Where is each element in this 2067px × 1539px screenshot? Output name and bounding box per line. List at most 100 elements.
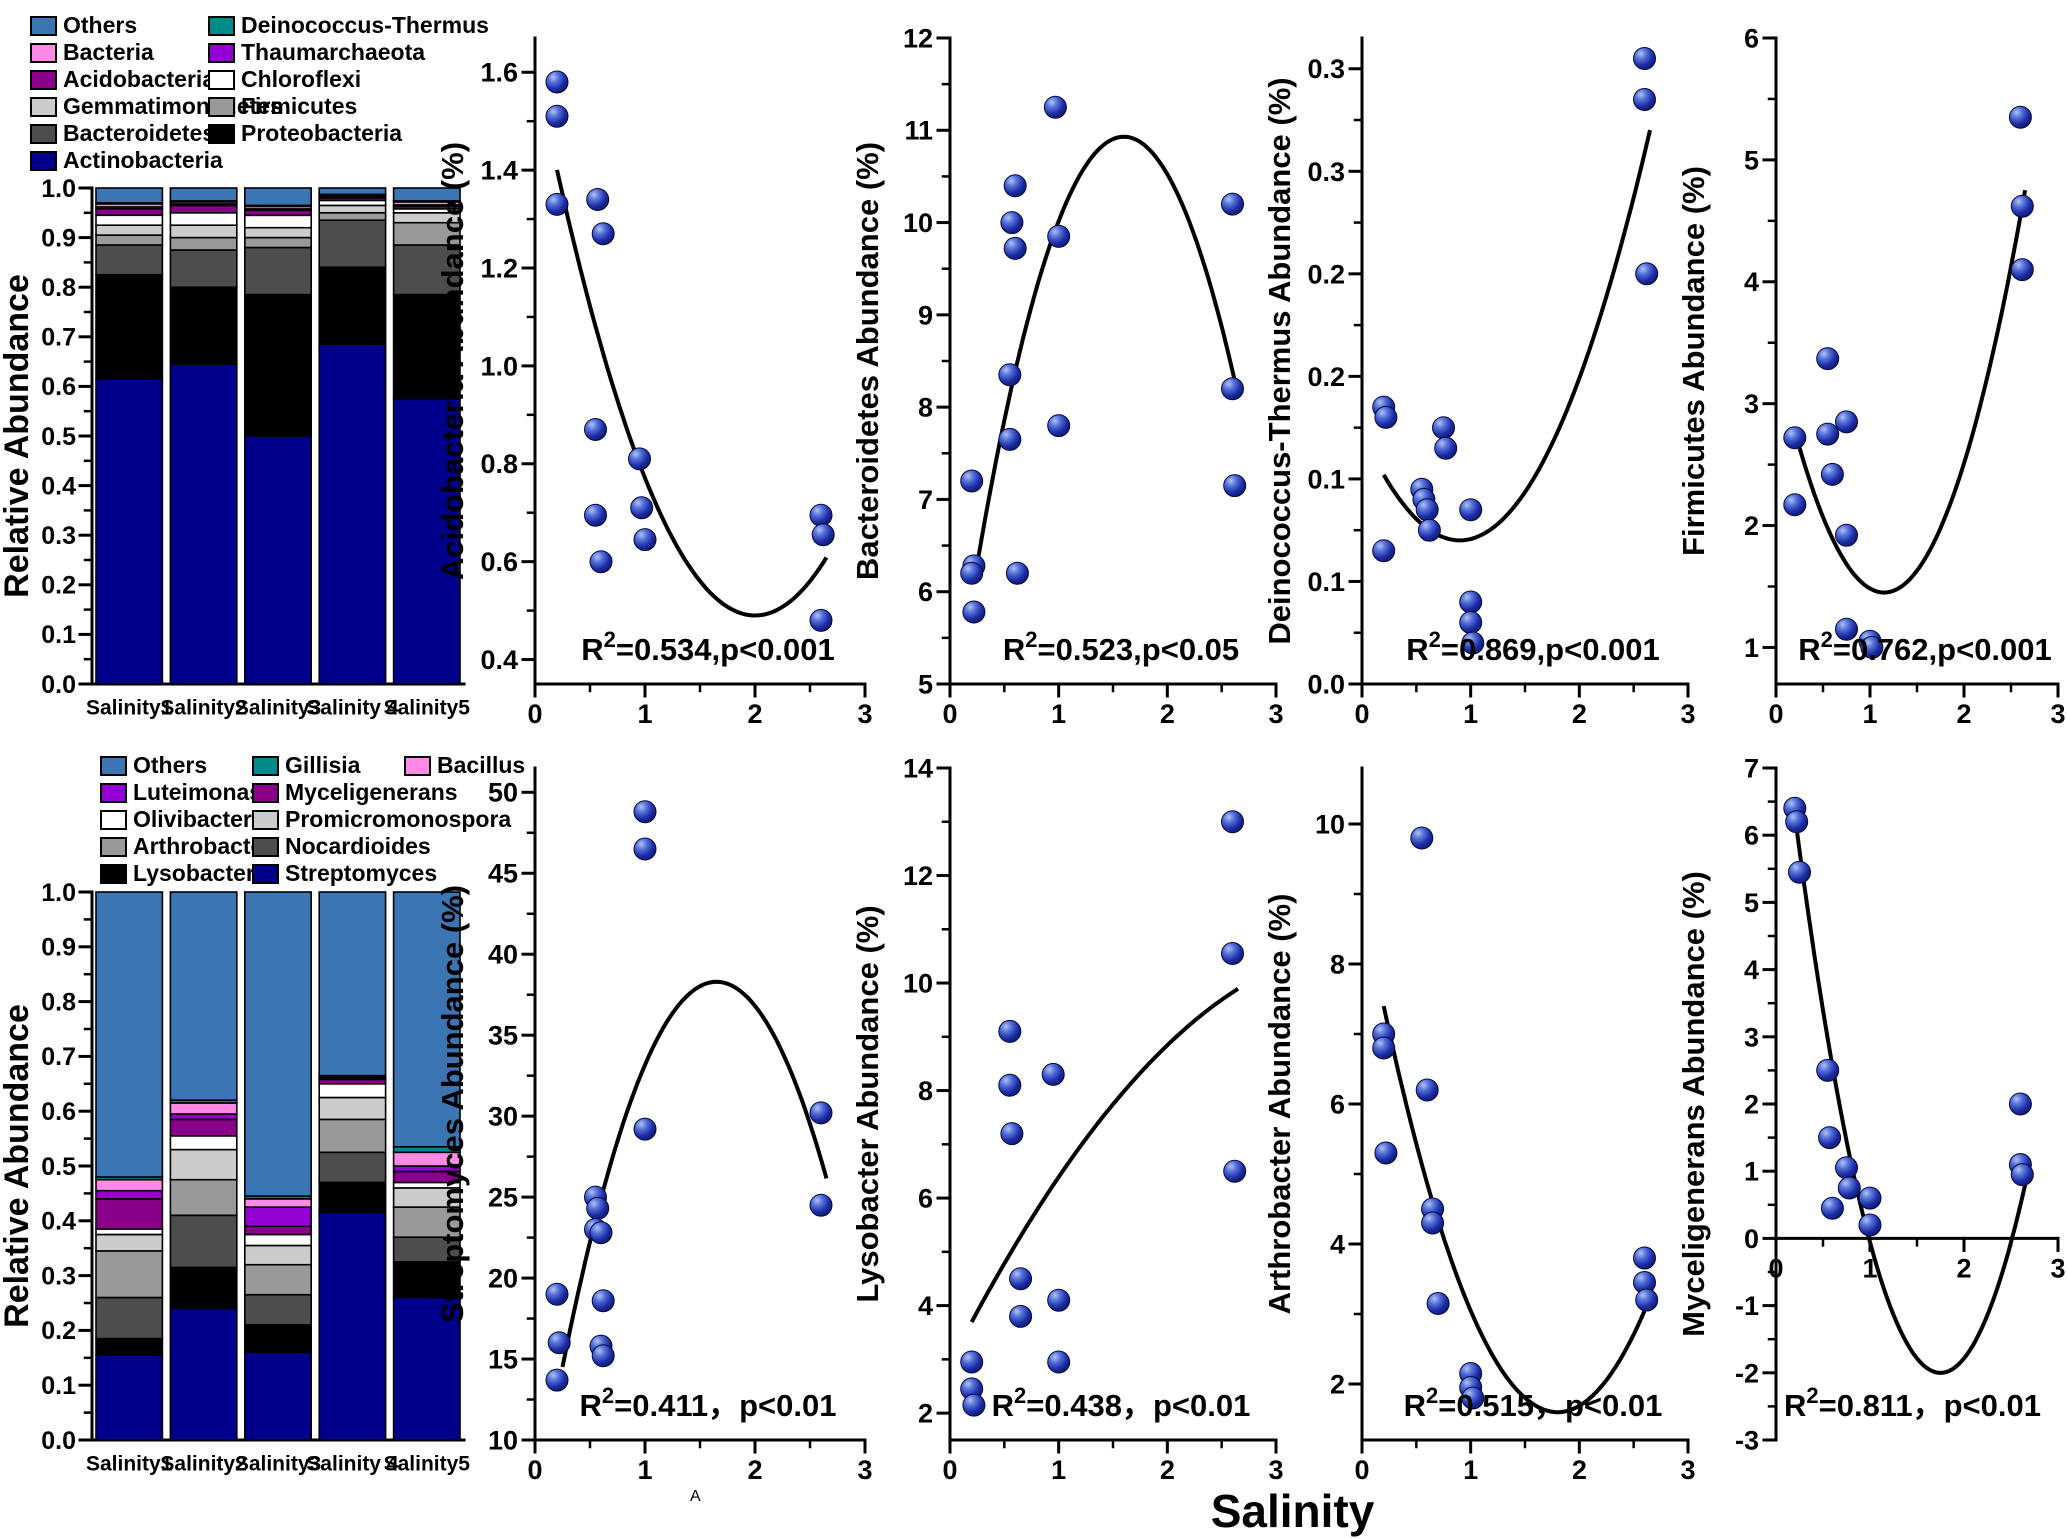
bar-segment-others: [318, 891, 387, 1077]
svg-text:3: 3: [1268, 699, 1283, 729]
svg-text:3: 3: [1680, 1455, 1695, 1485]
svg-text:0: 0: [1768, 1254, 1783, 1284]
data-point: [2008, 105, 2032, 129]
panel-phylum-composition: 0.0 0.1 0.2 0.3 0.4 0.5 0.6 0.7 0.8 0.9 1.0 Salinit…: [0, 175, 470, 720]
data-point: [809, 1193, 833, 1217]
svg-text:0.8: 0.8: [41, 274, 76, 302]
legend-item-actinobacteria: Actinobacteria: [30, 147, 223, 174]
category-label: Salinity2: [160, 696, 246, 719]
y-axis-label: Firmicutes Abundance (%): [1676, 166, 1711, 556]
data-point: [962, 600, 986, 624]
bar-segment-nocardioides: [169, 1214, 238, 1269]
svg-text:1: 1: [1051, 699, 1066, 729]
bar-segment-nocardioides: [244, 1294, 313, 1326]
svg-text:1: 1: [1744, 633, 1759, 663]
data-point: [809, 503, 833, 527]
category-label: Salinity 4: [306, 696, 399, 719]
y-axis-label: Lysobacter Abundance (%): [850, 905, 885, 1302]
svg-text:2: 2: [1160, 699, 1175, 729]
category-label: Salinity5: [384, 1452, 471, 1475]
svg-text:1.2: 1.2: [480, 253, 518, 283]
svg-text:8: 8: [918, 1076, 933, 1106]
bar-segment-streptomyces: [169, 1307, 238, 1441]
data-point: [1816, 422, 1840, 446]
data-point: [809, 1101, 833, 1125]
svg-text:0.7: 0.7: [41, 1043, 76, 1071]
svg-text:6: 6: [1744, 23, 1759, 53]
data-point: [1003, 174, 1027, 198]
bar-segment-bacteroidetes: [244, 246, 313, 296]
data-point: [1837, 1176, 1861, 1200]
legend-swatch-icon: [30, 123, 57, 144]
data-point: [1633, 1246, 1656, 1270]
data-point: [811, 523, 835, 547]
svg-text:0: 0: [1744, 1224, 1759, 1254]
bar-segment-lysobacter: [169, 1266, 238, 1310]
bar-segment-bacteroidetes: [169, 249, 238, 289]
legend-swatch-icon: [100, 782, 127, 803]
bar-segment-olivibacter: [169, 1135, 238, 1151]
bar-segment-myceligenerans: [169, 1118, 238, 1137]
bar-segment-others: [392, 187, 461, 202]
category-label: Salinity 4: [306, 1452, 399, 1475]
svg-text:5: 5: [918, 669, 933, 699]
bar-segment-luteimonas: [95, 1189, 164, 1200]
data-point: [1785, 810, 1809, 834]
svg-text:2: 2: [747, 699, 762, 729]
svg-text:45: 45: [488, 859, 518, 889]
data-point: [1461, 631, 1485, 655]
svg-text:1: 1: [1463, 699, 1478, 729]
svg-text:3: 3: [2050, 699, 2065, 729]
data-point: [809, 608, 833, 632]
bar-segment-others: [95, 187, 164, 204]
svg-text:6: 6: [918, 577, 933, 607]
svg-text:10: 10: [903, 968, 933, 998]
bar-segment-arthrobacter: [95, 1250, 164, 1299]
svg-text:3: 3: [857, 699, 872, 729]
svg-text:0: 0: [942, 699, 957, 729]
legend-swatch-icon: [30, 69, 57, 90]
svg-text:0.4: 0.4: [41, 1208, 76, 1236]
svg-text:2: 2: [918, 1399, 933, 1429]
y-axis-label: Bacteroidetes Abundance (%): [850, 142, 885, 580]
svg-text:25: 25: [488, 1183, 518, 1213]
legend-item-bacillus: Bacillus: [404, 752, 525, 779]
bar-segment-nocardioides: [318, 1151, 387, 1184]
svg-text:6: 6: [918, 1184, 933, 1214]
legend-label: Luteimonas: [133, 779, 263, 805]
data-point: [1860, 635, 1884, 659]
legend-label: Others: [133, 752, 208, 778]
bar-segment-gemmatimonadetes: [318, 204, 387, 214]
legend-label: Deinococcus-Thermus: [241, 12, 489, 38]
bar-segment-actinobacteria: [244, 435, 313, 685]
bar-segment-others: [392, 891, 461, 1148]
bar-segment-others: [95, 891, 164, 1178]
data-point: [1009, 1304, 1033, 1328]
data-point: [584, 503, 607, 527]
bar-segment-chloroflexi: [95, 214, 164, 227]
svg-text:0: 0: [1768, 699, 1783, 729]
svg-text:1.0: 1.0: [41, 879, 76, 907]
data-point: [591, 222, 615, 246]
legend-phylum: Others Deinococcus-Thermus Bacteria Thaumar…: [30, 12, 489, 174]
data-point: [962, 1393, 986, 1417]
bar-segment-myceligenerans: [244, 1225, 313, 1236]
svg-text:1.0: 1.0: [480, 351, 518, 381]
bar-segment-bacillus: [244, 1198, 313, 1208]
svg-text:0.3: 0.3: [41, 522, 76, 550]
data-point: [2010, 258, 2034, 282]
svg-text:12: 12: [903, 861, 933, 891]
fit-stats-label: R2=0.411，p<0.01: [580, 1383, 837, 1423]
data-point: [545, 1282, 569, 1306]
data-point: [584, 418, 607, 441]
bar-segment-promicromonospora: [95, 1233, 164, 1252]
category-label: Salinity2: [160, 1452, 246, 1475]
bar-segment-streptomyces: [392, 1296, 461, 1441]
category-label: Salinity3: [235, 696, 321, 719]
legend-swatch-icon: [100, 836, 127, 857]
svg-text:3: 3: [1744, 389, 1759, 419]
data-point: [998, 427, 1022, 451]
svg-text:0.3: 0.3: [41, 1262, 76, 1290]
data-point: [1635, 262, 1659, 286]
data-point: [1372, 539, 1396, 563]
